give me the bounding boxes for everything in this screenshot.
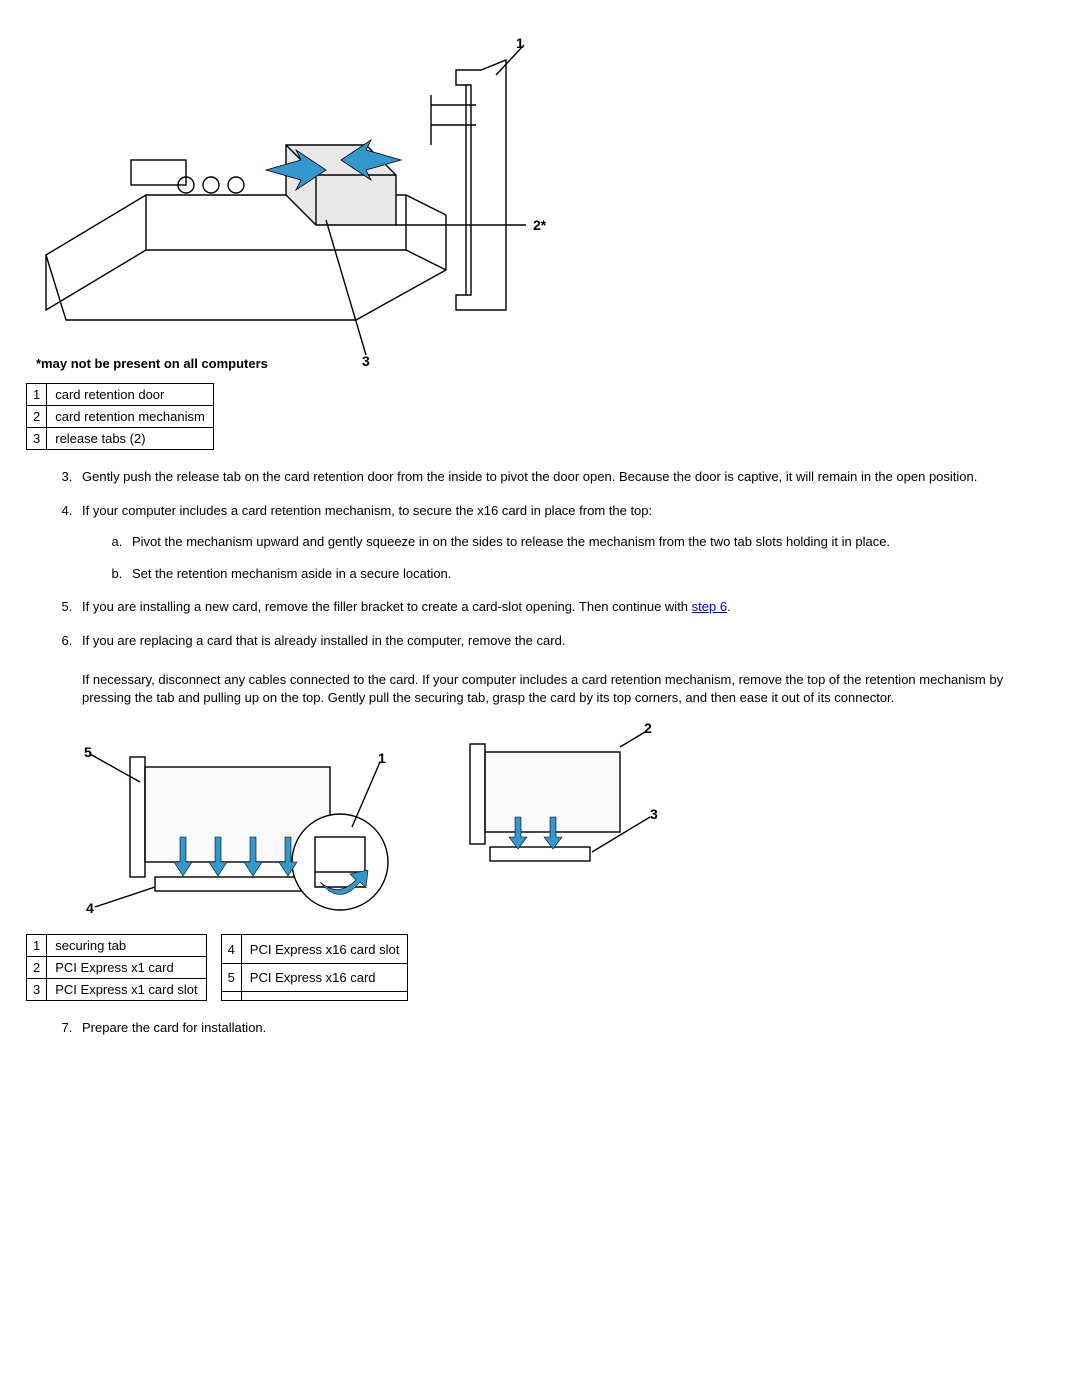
table-row: 4 PCI Express x16 card slot xyxy=(221,935,408,963)
legend-num: 2 xyxy=(27,957,47,979)
step-text: Set the retention mechanism aside in a s… xyxy=(132,566,451,581)
instruction-list: Gently push the release tab on the card … xyxy=(46,468,1040,706)
table-row xyxy=(221,992,408,1001)
callout-2: 2 xyxy=(644,720,652,736)
callout-5: 5 xyxy=(84,744,92,760)
step-text: Gently push the release tab on the card … xyxy=(82,469,977,484)
figure2-legend-right: 4 PCI Express x16 card slot 5 PCI Expres… xyxy=(221,934,409,1001)
callout-4: 4 xyxy=(86,900,94,916)
table-row: 2 PCI Express x1 card xyxy=(27,957,207,979)
callout-3: 3 xyxy=(650,806,658,822)
step-5: If you are installing a new card, remove… xyxy=(76,598,1040,616)
legend-label: PCI Express x16 card xyxy=(241,963,408,991)
figure1-footnote: *may not be present on all computers xyxy=(36,356,268,371)
step-3: Gently push the release tab on the card … xyxy=(76,468,1040,486)
step-text: If you are installing a new card, remove… xyxy=(82,599,692,614)
legend-label: PCI Express x1 card xyxy=(47,957,206,979)
legend-num: 3 xyxy=(27,979,47,1001)
legend-label: securing tab xyxy=(47,935,206,957)
step-text: If your computer includes a card retenti… xyxy=(82,503,652,518)
figure1-legend-table: 1 card retention door 2 card retention m… xyxy=(26,383,214,450)
figure2-legend-left: 1 securing tab 2 PCI Express x1 card 3 P… xyxy=(26,934,207,1001)
step-4b: Set the retention mechanism aside in a s… xyxy=(126,565,1040,583)
step-6-details: If necessary, disconnect any cables conn… xyxy=(82,671,1040,706)
legend-label: card retention door xyxy=(47,384,214,406)
callout-3: 3 xyxy=(362,353,370,369)
step-6: If you are replacing a card that is alre… xyxy=(76,632,1040,707)
step-4: If your computer includes a card retenti… xyxy=(76,502,1040,583)
figure-card-retention: 1 2* 3 *may not be present on all comput… xyxy=(26,25,526,375)
legend-label: PCI Express x1 card slot xyxy=(47,979,206,1001)
legend-num: 4 xyxy=(221,935,241,963)
table-row: 1 securing tab xyxy=(27,935,207,957)
legend-num: 3 xyxy=(27,428,47,450)
table-row: 3 release tabs (2) xyxy=(27,428,214,450)
figure-pci-express-cards: 5 1 4 2 3 xyxy=(60,722,660,922)
step-text-post: . xyxy=(727,599,731,614)
step-6-link[interactable]: step 6 xyxy=(692,599,727,614)
legend-num: 5 xyxy=(221,963,241,991)
table-row: 3 PCI Express x1 card slot xyxy=(27,979,207,1001)
legend-num: 1 xyxy=(27,935,47,957)
illustration-pci-express xyxy=(60,722,660,922)
callout-1: 1 xyxy=(378,750,386,766)
callout-2: 2* xyxy=(533,217,546,233)
callout-1: 1 xyxy=(516,35,524,51)
legend-label xyxy=(241,992,408,1001)
legend-num: 2 xyxy=(27,406,47,428)
step-text: If you are replacing a card that is alre… xyxy=(82,633,565,648)
step-7: Prepare the card for installation. xyxy=(76,1019,1040,1037)
table-row: 2 card retention mechanism xyxy=(27,406,214,428)
figure2-legend: 1 securing tab 2 PCI Express x1 card 3 P… xyxy=(26,934,1060,1001)
step-text: Pivot the mechanism upward and gently sq… xyxy=(132,534,890,549)
step-4-sublist: Pivot the mechanism upward and gently sq… xyxy=(110,533,1040,582)
instruction-list-cont: Prepare the card for installation. xyxy=(46,1019,1040,1037)
step-text: Prepare the card for installation. xyxy=(82,1020,266,1035)
legend-num: 1 xyxy=(27,384,47,406)
legend-label: PCI Express x16 card slot xyxy=(241,935,408,963)
table-row: 1 card retention door xyxy=(27,384,214,406)
step-4a: Pivot the mechanism upward and gently sq… xyxy=(126,533,1040,551)
legend-label: card retention mechanism xyxy=(47,406,214,428)
legend-label: release tabs (2) xyxy=(47,428,214,450)
table-row: 5 PCI Express x16 card xyxy=(221,963,408,991)
legend-num xyxy=(221,992,241,1001)
illustration-card-retention xyxy=(26,25,526,375)
